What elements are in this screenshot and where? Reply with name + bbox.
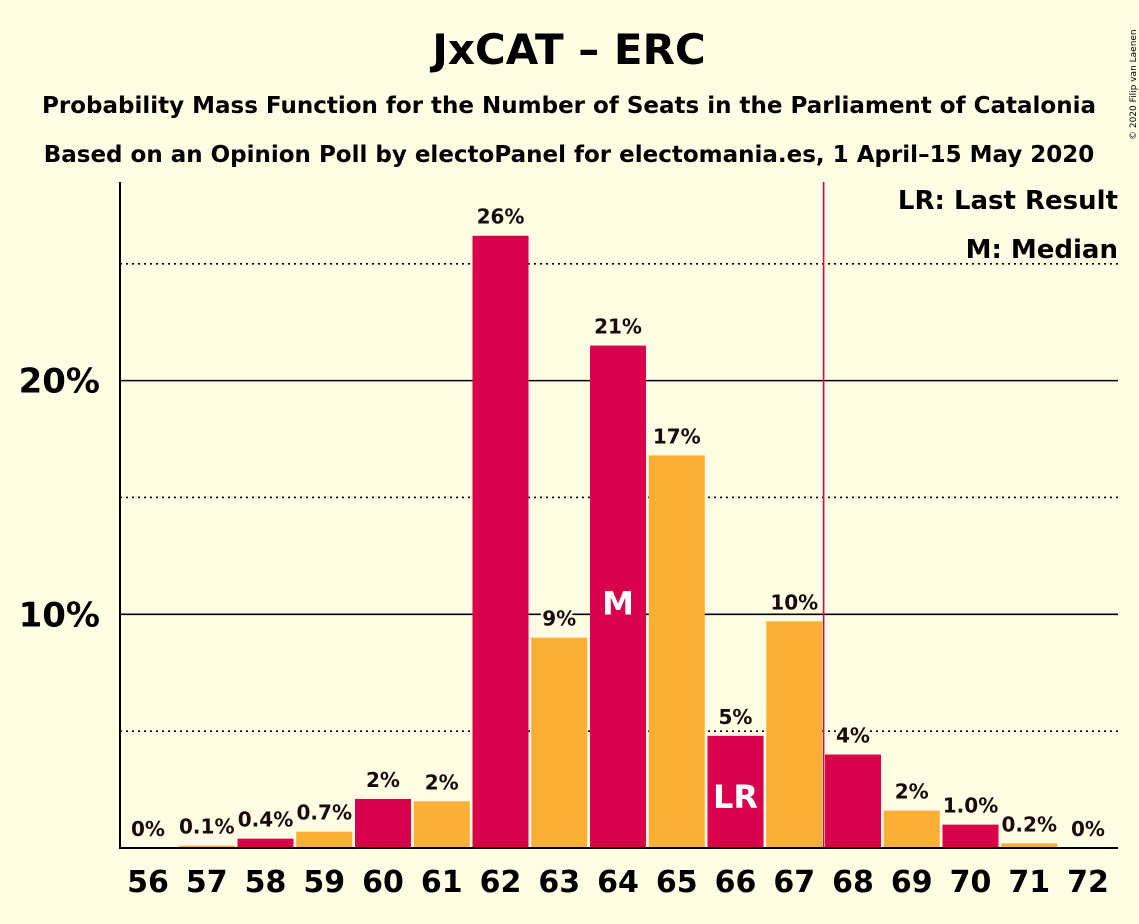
data-label-seat-57: 0.1% bbox=[179, 815, 234, 839]
legend-last-result: LR: Last Result bbox=[898, 186, 1118, 216]
data-label-halo: 10% bbox=[770, 590, 818, 614]
data-label-seat-65: 17% bbox=[653, 424, 701, 448]
data-label-halo: 17% bbox=[653, 424, 701, 448]
x-tick-label-64: 64 bbox=[597, 865, 639, 900]
x-tick-label-65: 65 bbox=[656, 865, 698, 900]
data-label-halo: 9% bbox=[542, 607, 576, 631]
bar-seat-69 bbox=[883, 810, 940, 848]
data-label-halo: 2% bbox=[895, 780, 929, 804]
data-label-seat-56: 0% bbox=[131, 817, 165, 841]
data-label-halo: 0.1% bbox=[179, 815, 234, 839]
data-label-seat-58: 0.4% bbox=[238, 808, 293, 832]
data-label-halo: 0.4% bbox=[238, 808, 293, 832]
data-label-halo: 1.0% bbox=[943, 794, 998, 818]
median-marker: M bbox=[602, 584, 634, 622]
data-label-seat-69: 2% bbox=[895, 780, 929, 804]
data-label-seat-70: 1.0% bbox=[943, 794, 998, 818]
data-label-halo: 2% bbox=[366, 768, 400, 792]
data-label-halo: 0.7% bbox=[297, 801, 352, 825]
bar-seat-58 bbox=[237, 838, 294, 848]
chart-title: JxCAT – ERC bbox=[429, 25, 706, 74]
copyright-notice: © 2020 Filip van Laenen bbox=[1129, 29, 1139, 140]
x-tick-label-72: 72 bbox=[1067, 865, 1109, 900]
chart-subtitle-source: Based on an Opinion Poll by electoPanel … bbox=[44, 142, 1095, 168]
x-tick-label-69: 69 bbox=[891, 865, 933, 900]
bar-seat-60 bbox=[355, 798, 411, 848]
data-label-halo: 0% bbox=[1071, 817, 1105, 841]
x-tick-label-56: 56 bbox=[127, 865, 169, 900]
y-tick-label: 10% bbox=[19, 595, 100, 635]
data-label-halo: 5% bbox=[719, 705, 753, 729]
data-label-seat-63: 9% bbox=[542, 607, 576, 631]
data-label-halo: 2% bbox=[425, 770, 459, 794]
data-label-seat-64: 21% bbox=[594, 315, 642, 339]
bar-seat-62 bbox=[472, 235, 529, 848]
x-tick-label-62: 62 bbox=[480, 865, 522, 900]
last-result-marker: LR bbox=[713, 778, 758, 816]
data-label-halo: 0.2% bbox=[1002, 812, 1057, 836]
bars bbox=[178, 182, 1058, 848]
bar-seat-70 bbox=[942, 824, 999, 848]
bar-seat-63 bbox=[531, 637, 588, 848]
legend-median: M: Median bbox=[966, 235, 1118, 265]
data-label-seat-66: 5% bbox=[719, 705, 753, 729]
x-tick-label-60: 60 bbox=[362, 865, 404, 900]
data-label-seat-61: 2% bbox=[425, 770, 459, 794]
data-label-seat-67: 10% bbox=[770, 590, 818, 614]
data-label-halo: 21% bbox=[594, 315, 642, 339]
bar-seat-67 bbox=[766, 621, 823, 848]
data-label-seat-71: 0.2% bbox=[1002, 812, 1057, 836]
x-tick-label-61: 61 bbox=[421, 865, 463, 900]
data-label-seat-59: 0.7% bbox=[297, 801, 352, 825]
x-tick-label-63: 63 bbox=[538, 865, 580, 900]
x-tick-label-59: 59 bbox=[303, 865, 345, 900]
x-axis-ticks: 56 57 58 59 60 61 62 63 64 65 66 67 68 69 70 71 72 bbox=[127, 865, 1109, 900]
x-tick-label-57: 57 bbox=[186, 865, 228, 900]
data-label-halo: 26% bbox=[477, 205, 525, 229]
bar-seat-65 bbox=[648, 455, 705, 848]
data-label-seat-62: 26% bbox=[477, 205, 525, 229]
data-label-seat-68: 4% bbox=[836, 724, 870, 748]
bar-seat-64 bbox=[590, 345, 646, 848]
data-label-seat-60: 2% bbox=[366, 768, 400, 792]
x-tick-label-58: 58 bbox=[245, 865, 287, 900]
data-label-halo: 0% bbox=[131, 817, 165, 841]
bar-seat-71 bbox=[1001, 843, 1058, 848]
data-label-seat-72: 0% bbox=[1071, 817, 1105, 841]
x-tick-label-70: 70 bbox=[950, 865, 992, 900]
x-tick-label-67: 67 bbox=[773, 865, 815, 900]
y-axis-ticks: 10% 20% bbox=[19, 362, 100, 636]
bar-seat-66 bbox=[707, 735, 764, 848]
x-tick-label-66: 66 bbox=[715, 865, 757, 900]
y-tick-label: 20% bbox=[19, 362, 100, 402]
bar-seat-68 bbox=[825, 754, 881, 848]
bar-seat-59 bbox=[296, 831, 353, 848]
data-label-halo: 4% bbox=[836, 724, 870, 748]
bar-seat-61 bbox=[413, 801, 470, 848]
x-tick-label-71: 71 bbox=[1008, 865, 1050, 900]
bar-seat-57 bbox=[178, 845, 235, 848]
data-labels: 0%0% 0.1%0.1% 0.4%0.4% 0.7%0.7%2%2% 2%2%26%2… bbox=[129, 202, 1108, 843]
chart-subtitle: Probability Mass Function for the Number… bbox=[42, 93, 1096, 119]
x-tick-label-68: 68 bbox=[832, 865, 874, 900]
